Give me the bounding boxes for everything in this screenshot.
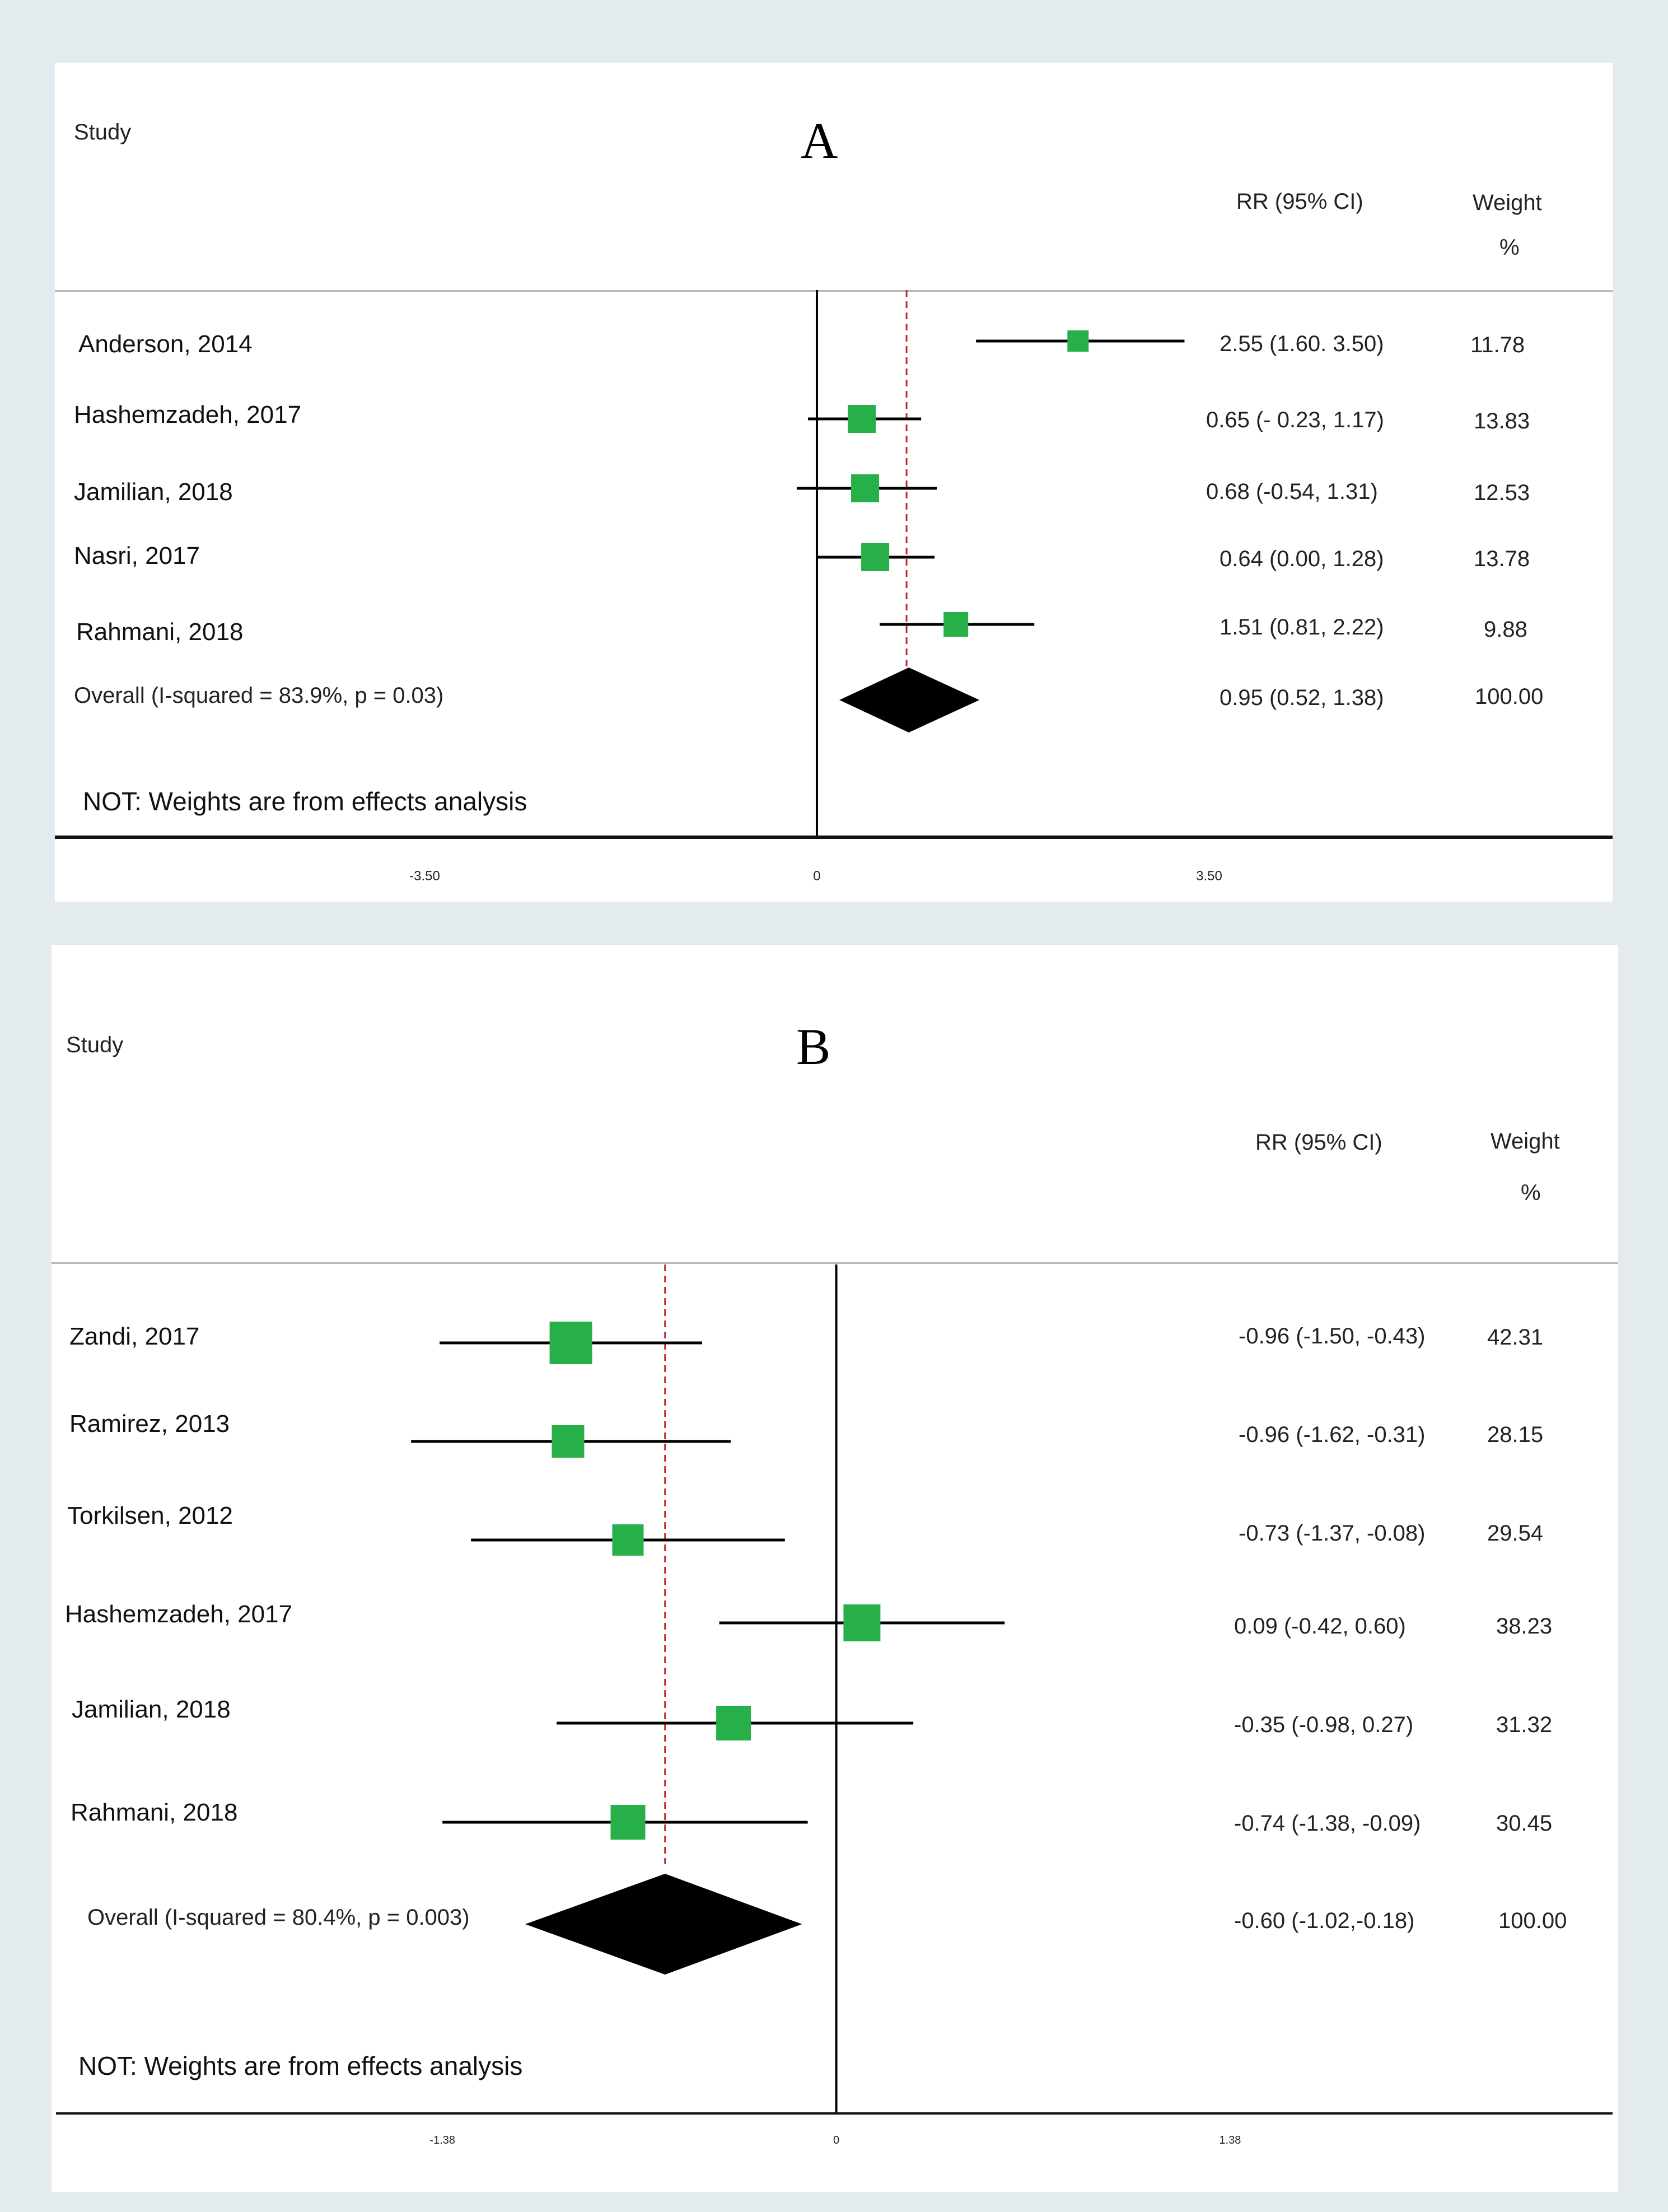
- study-weight: 29.54: [1487, 1521, 1544, 1546]
- effect-marker: [552, 1425, 585, 1458]
- x-tick-label: 1.38: [1219, 2134, 1241, 2146]
- study-effect-ci: -0.35 (-0.98, 0.27): [1234, 1712, 1414, 1737]
- study-effect-ci: 0.09 (-0.42, 0.60): [1234, 1614, 1406, 1639]
- study-effect-ci: 0.65 (- 0.23, 1.17): [1206, 408, 1384, 432]
- weight-header: Weight: [1491, 1129, 1560, 1154]
- x-tick-label: 0: [813, 869, 820, 884]
- weight-header: Weight: [1473, 190, 1542, 215]
- overall-label-main: Overall: [74, 683, 145, 708]
- study-weight: 31.32: [1496, 1712, 1553, 1737]
- study-name: Rahmani, 2018: [76, 618, 244, 646]
- study-name: Hashemzadeh, 2017: [65, 1600, 293, 1628]
- study-weight: 42.31: [1487, 1325, 1544, 1350]
- study-name: Rahmani, 2018: [71, 1799, 238, 1826]
- rr-header-effect: RR: [1236, 189, 1269, 214]
- overall-label: Overall (I-squared = 80.4%, p = 0.003): [87, 1905, 470, 1930]
- study-effect-ci: 0.68 (-0.54, 1.31): [1206, 479, 1378, 504]
- overall-effect-ci: -0.60 (-1.02,-0.18): [1234, 1908, 1415, 1933]
- weight-unit-header: %: [1499, 235, 1520, 260]
- forest-plot-panel-a: Study A RR (95% CI) Weight % -3.50 0 3.50 …: [55, 63, 1613, 902]
- header-divider: [55, 290, 1613, 292]
- overall-heterogeneity: (I-squared = 80.4%, p = 0.003): [164, 1905, 470, 1930]
- rr-header: RR (95% CI): [1236, 189, 1363, 214]
- study-weight: 11.78: [1470, 333, 1525, 357]
- weights-note: NOT: Weights are from effects analysis: [78, 2051, 523, 2080]
- x-tick-label: -3.50: [409, 869, 440, 884]
- overall-weight: 100.00: [1475, 684, 1544, 709]
- x-axis: [55, 836, 1613, 839]
- overall-effect-ci: 0.95 (0.52, 1.38): [1220, 685, 1384, 710]
- forest-plot-graphic-a: -3.50 0 3.50: [409, 290, 1222, 884]
- study-name: Jamilian, 2018: [72, 1696, 231, 1723]
- study-weight: 13.78: [1474, 547, 1530, 571]
- study-name: Anderson, 2014: [78, 330, 253, 358]
- study-effect-ci: 2.55 (1.60. 3.50): [1220, 332, 1384, 356]
- study-effect-ci: -0.74 (-1.38, -0.09): [1234, 1811, 1421, 1836]
- study-weight: 13.83: [1474, 409, 1530, 433]
- rr-header: RR (95% CI): [1255, 1130, 1382, 1155]
- weights-note: NOT: Weights are from effects analysis: [83, 787, 527, 816]
- weight-unit-header: %: [1521, 1180, 1541, 1205]
- study-weight: 28.15: [1487, 1422, 1544, 1447]
- x-tick-label: 3.50: [1196, 869, 1222, 884]
- study-weight: 38.23: [1496, 1614, 1553, 1639]
- study-name: Nasri, 2017: [74, 542, 200, 570]
- overall-diamond: [525, 1874, 802, 1975]
- header-divider: [52, 1262, 1618, 1264]
- study-effect-ci: -0.73 (-1.37, -0.08): [1239, 1521, 1426, 1546]
- effect-marker: [716, 1706, 751, 1740]
- forest-plot-panel-b: Study B RR (95% CI) Weight % -1.38 0 1.38 …: [52, 945, 1618, 2192]
- effect-marker: [612, 1524, 644, 1556]
- effect-marker: [843, 1604, 881, 1641]
- rr-header-ci: (95% CI): [1274, 189, 1363, 214]
- study-header: Study: [74, 120, 132, 144]
- x-tick-label: 0: [833, 2134, 839, 2146]
- forest-plot-graphic-b: -1.38 0 1.38: [411, 1264, 1241, 2146]
- effect-marker: [851, 474, 880, 502]
- panel-label: B: [796, 1018, 831, 1075]
- study-effect-ci: 1.51 (0.81, 2.22): [1220, 615, 1384, 640]
- study-weight: 12.53: [1474, 480, 1530, 505]
- overall-weight: 100.00: [1498, 1908, 1567, 1933]
- overall-diamond: [839, 668, 980, 732]
- study-name: Torkilsen, 2012: [67, 1502, 233, 1529]
- overall-label: Overall (I-squared = 83.9%, p = 0.03): [74, 683, 443, 708]
- study-effect-ci: -0.96 (-1.50, -0.43): [1239, 1324, 1426, 1348]
- overall-heterogeneity: (I-squared = 83.9%, p = 0.03): [151, 683, 444, 708]
- effect-marker: [848, 405, 876, 433]
- study-name: Zandi, 2017: [69, 1323, 200, 1350]
- effect-marker: [943, 612, 969, 637]
- effect-marker: [861, 543, 890, 571]
- study-weight: 9.88: [1484, 617, 1527, 642]
- study-weight: 30.45: [1496, 1811, 1553, 1836]
- effect-marker: [1067, 330, 1089, 352]
- overall-label-main: Overall: [87, 1905, 158, 1930]
- study-name: Hashemzadeh, 2017: [74, 401, 302, 428]
- effect-marker: [549, 1322, 592, 1364]
- rr-header-ci: (95% CI): [1293, 1130, 1382, 1155]
- panel-label: A: [801, 112, 838, 169]
- rr-header-effect: RR: [1255, 1130, 1288, 1155]
- study-effect-ci: -0.96 (-1.62, -0.31): [1239, 1422, 1426, 1447]
- effect-marker: [610, 1805, 646, 1840]
- study-header: Study: [66, 1033, 124, 1057]
- study-name: Jamilian, 2018: [74, 478, 233, 506]
- study-effect-ci: 0.64 (0.00, 1.28): [1220, 547, 1384, 571]
- study-name: Ramirez, 2013: [69, 1410, 230, 1438]
- x-axis: [56, 2112, 1613, 2115]
- x-tick-label: -1.38: [429, 2134, 455, 2146]
